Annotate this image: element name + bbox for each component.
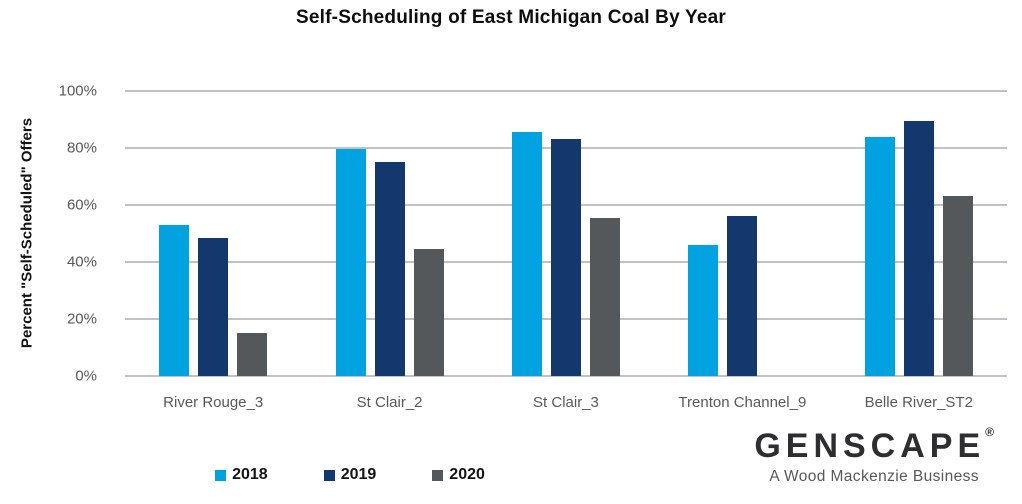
logo-tagline: A Wood Mackenzie Business (769, 468, 979, 486)
x-axis-category-label: River Rouge_3 (163, 394, 264, 411)
x-axis-label-slot: Trenton Channel_9 (678, 394, 806, 411)
legend-item-2019: 2019 (323, 466, 377, 484)
gridline (125, 90, 1007, 92)
bar-2020-st-clair_2 (413, 249, 444, 376)
legend-label: 2019 (340, 466, 377, 483)
legend-label: 2020 (449, 466, 485, 483)
bar-2018-river-rouge_3 (159, 224, 190, 376)
legend-swatch-icon (323, 469, 335, 481)
x-axis-category-label: Belle River_ST2 (864, 394, 973, 411)
x-axis-label-slot: St Clair_2 (336, 394, 444, 411)
bar-2019-belle-river_st2 (903, 120, 934, 376)
bar-group (511, 91, 620, 376)
legend-item-2018: 2018 (215, 466, 268, 484)
bar-groups (125, 91, 1007, 376)
bar-group (864, 91, 973, 376)
bar-2018-trenton-channel_9 (688, 244, 719, 376)
x-axis-category-label: St Clair_2 (356, 394, 423, 411)
registered-trademark-icon: ® (985, 425, 994, 439)
y-axis-tick-label: 0% (75, 367, 97, 385)
bar-2018-belle-river_st2 (864, 136, 895, 376)
bar-2019-trenton-channel_9 (727, 216, 758, 376)
legend: 2018 2019 2020 (0, 466, 700, 484)
logo-wordmark: GENSCAPE® (754, 425, 994, 465)
bar-2019-river-rouge_3 (198, 237, 229, 376)
bar-2019-st-clair_2 (374, 162, 405, 376)
y-axis-tick-label: 60% (66, 196, 97, 214)
y-axis-tick-label: 40% (66, 253, 97, 271)
y-axis-tick-label: 20% (66, 310, 97, 328)
legend-swatch-icon (432, 469, 444, 481)
plot-area (125, 90, 1007, 377)
x-axis-labels: River Rouge_3 St Clair_2 St Clair_3 Trenton… (125, 394, 1007, 411)
bar-2020-st-clair_3 (589, 217, 620, 376)
y-axis-tick-label: 80% (66, 139, 97, 157)
x-axis-label-slot: St Clair_3 (512, 394, 620, 411)
bar-group (159, 91, 268, 376)
x-axis-category-label: St Clair_3 (533, 394, 599, 411)
x-axis-category-label: Trenton Channel_9 (678, 394, 807, 411)
bar-group (335, 91, 444, 376)
chart-title: Self-Scheduling of East Michigan Coal By… (296, 7, 726, 28)
gridline (125, 375, 1007, 377)
legend-item-2020: 2020 (432, 466, 485, 484)
legend-label: 2018 (232, 466, 268, 483)
bar-2020-river-rouge_3 (237, 333, 268, 376)
y-axis-tick-labels: 0% 20% 40% 60% 80% 100% (0, 83, 111, 385)
bar-2019-st-clair_3 (550, 139, 581, 376)
legend-swatch-icon (215, 469, 227, 481)
bar-2018-st-clair_3 (511, 132, 542, 376)
logo-text: GENSCAPE (754, 427, 986, 465)
bar-2018-st-clair_2 (335, 149, 366, 376)
x-axis-label-slot: River Rouge_3 (159, 394, 267, 411)
genscape-logo: GENSCAPE® A Wood Mackenzie Business (754, 425, 994, 486)
y-axis-tick-label: 100% (58, 82, 97, 100)
bar-group (688, 91, 796, 376)
x-axis-label-slot: Belle River_ST2 (865, 394, 973, 411)
bar-2020-belle-river_st2 (942, 196, 973, 376)
